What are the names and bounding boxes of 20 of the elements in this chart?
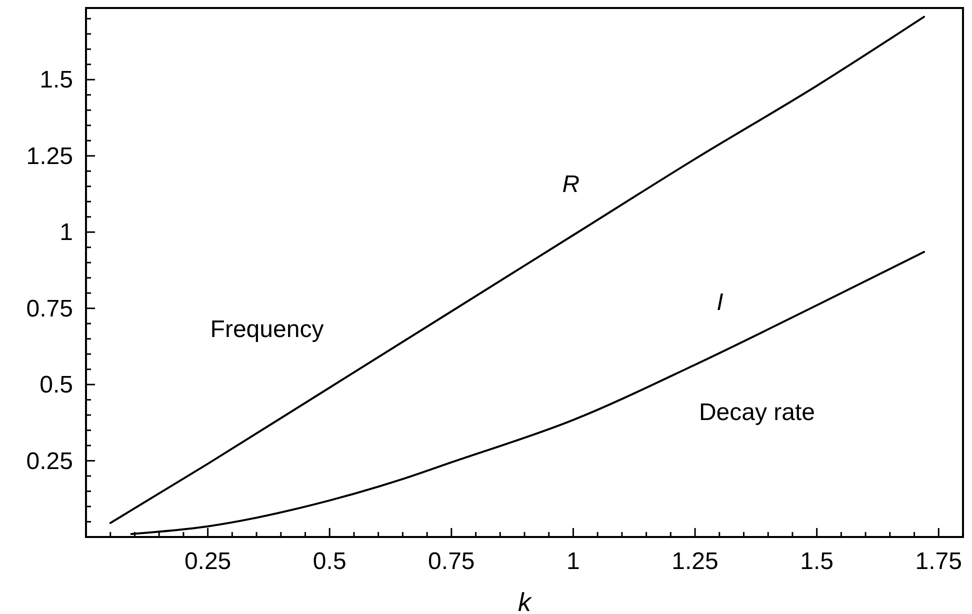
x-axis-title: k	[518, 587, 533, 614]
y-tick-label: 1.5	[40, 66, 73, 94]
annotation: Decay rate	[698, 399, 816, 426]
x-tick-label: 0.25	[184, 548, 232, 575]
y-tick-label: 0.25	[26, 448, 73, 475]
x-tick-label: 0.75	[428, 548, 475, 575]
x-tick-label: 1.5	[800, 548, 834, 575]
x-tick-label: 1	[566, 548, 580, 575]
x-tick-label: 1.75	[915, 548, 962, 575]
y-tick-label: 0.5	[40, 372, 73, 399]
y-tick-label: 1.25	[26, 142, 73, 170]
line-series	[109, 16, 926, 524]
line-series	[130, 250, 926, 535]
series-label: I	[716, 289, 724, 316]
x-tick-label: 1.25	[672, 548, 718, 575]
x-tick-label: 0.5	[312, 548, 346, 575]
y-tick-label: 0.75	[26, 295, 73, 322]
series-label: R	[562, 171, 580, 198]
y-tick-label: 1	[60, 219, 73, 246]
annotation: Frequency	[210, 316, 324, 343]
